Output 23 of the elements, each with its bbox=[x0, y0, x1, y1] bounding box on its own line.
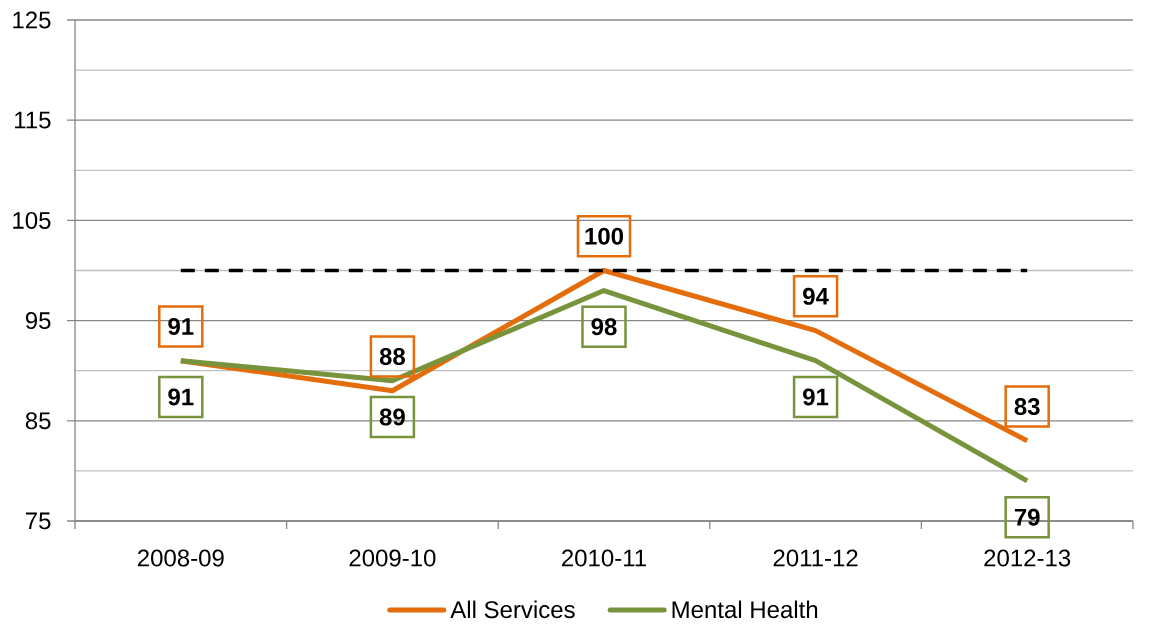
y-tick-label: 105 bbox=[13, 211, 51, 229]
data-label: 89 bbox=[379, 408, 405, 426]
x-tick-label: 2012-13 bbox=[984, 549, 1071, 567]
data-label: 98 bbox=[591, 318, 617, 336]
y-tick-label: 125 bbox=[13, 11, 51, 29]
data-label: 100 bbox=[585, 227, 624, 245]
data-label: 91 bbox=[803, 388, 829, 406]
y-tick-label: 75 bbox=[26, 512, 51, 530]
x-tick-label: 2010-11 bbox=[562, 549, 646, 567]
data-label: 94 bbox=[803, 287, 829, 305]
data-label: 91 bbox=[168, 317, 194, 335]
y-tick-label: 85 bbox=[25, 412, 51, 430]
x-tick-label: 2009-10 bbox=[349, 549, 436, 567]
legend-label: Mental Health bbox=[672, 600, 818, 619]
data-label: 79 bbox=[1014, 508, 1040, 526]
data-label: 83 bbox=[1014, 398, 1040, 416]
legend-label: All Services bbox=[450, 600, 575, 619]
y-tick-label: 115 bbox=[15, 111, 51, 129]
y-tick-label: 95 bbox=[25, 312, 51, 330]
x-tick-label: 2008-09 bbox=[137, 549, 224, 567]
x-tick-label: 2011-12 bbox=[773, 549, 858, 567]
data-label: 88 bbox=[379, 347, 405, 365]
data-label: 91 bbox=[168, 388, 194, 406]
